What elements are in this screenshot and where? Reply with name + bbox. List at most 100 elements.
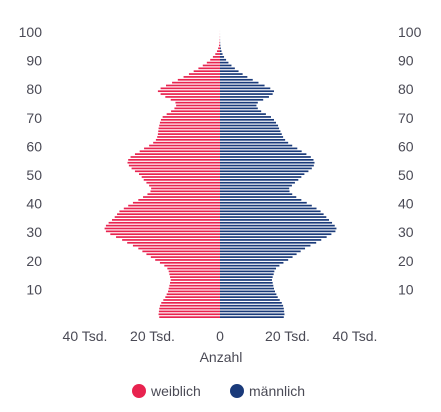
bar-weiblich-age-78[interactable] <box>160 93 220 95</box>
bar-weiblich-age-74[interactable] <box>176 104 221 107</box>
bar-weiblich-age-54[interactable] <box>127 161 220 164</box>
bar-weiblich-age-35[interactable] <box>114 216 220 218</box>
bar-weiblich-age-39[interactable] <box>128 204 220 207</box>
bar-weiblich-age-27[interactable] <box>122 239 221 241</box>
bar-maennlich-age-37[interactable] <box>220 210 321 213</box>
bar-maennlich-age-26[interactable] <box>220 241 317 244</box>
bar-weiblich-age-34[interactable] <box>112 219 220 221</box>
bar-maennlich-age-35[interactable] <box>220 216 327 218</box>
bar-maennlich-age-27[interactable] <box>220 239 322 241</box>
bar-maennlich-age-43[interactable] <box>220 193 293 196</box>
bar-weiblich-age-96[interactable] <box>219 41 220 44</box>
bar-weiblich-age-42[interactable] <box>143 196 220 198</box>
bar-maennlich-age-45[interactable] <box>220 187 290 190</box>
bar-maennlich-age-78[interactable] <box>220 93 273 95</box>
bar-maennlich-age-4[interactable] <box>220 304 284 307</box>
bar-maennlich-age-39[interactable] <box>220 204 312 207</box>
bar-maennlich-age-9[interactable] <box>220 290 276 293</box>
bar-weiblich-age-7[interactable] <box>165 296 220 298</box>
bar-weiblich-age-21[interactable] <box>150 256 220 258</box>
bar-maennlich-age-76[interactable] <box>220 98 264 101</box>
bar-maennlich-age-28[interactable] <box>220 236 327 238</box>
bar-maennlich-age-73[interactable] <box>220 107 258 110</box>
bar-weiblich-age-24[interactable] <box>138 247 220 250</box>
bar-maennlich-age-42[interactable] <box>220 196 297 198</box>
bar-weiblich-age-4[interactable] <box>159 304 221 307</box>
bar-maennlich-age-25[interactable] <box>220 244 311 247</box>
bar-weiblich-age-75[interactable] <box>175 101 220 104</box>
bar-weiblich-age-47[interactable] <box>146 181 221 184</box>
bar-maennlich-age-47[interactable] <box>220 181 295 184</box>
bar-maennlich-age-56[interactable] <box>220 156 311 158</box>
bar-weiblich-age-84[interactable] <box>183 76 220 78</box>
bar-weiblich-age-2[interactable] <box>158 310 220 313</box>
bar-maennlich-age-87[interactable] <box>220 67 235 70</box>
bar-maennlich-age-49[interactable] <box>220 176 302 178</box>
bar-maennlich-age-13[interactable] <box>220 279 272 281</box>
bar-weiblich-age-73[interactable] <box>174 107 220 110</box>
bar-weiblich-age-48[interactable] <box>143 179 220 181</box>
bar-weiblich-age-95[interactable] <box>218 44 220 47</box>
bar-weiblich-age-65[interactable] <box>158 130 220 133</box>
bar-maennlich-age-8[interactable] <box>220 293 277 296</box>
bar-weiblich-age-40[interactable] <box>132 201 221 204</box>
bar-weiblich-age-94[interactable] <box>218 47 220 50</box>
bar-weiblich-age-69[interactable] <box>160 118 220 121</box>
bar-weiblich-age-93[interactable] <box>216 50 220 53</box>
bar-weiblich-age-90[interactable] <box>210 58 220 61</box>
bar-weiblich-age-12[interactable] <box>170 281 220 284</box>
bar-maennlich-age-74[interactable] <box>220 104 257 107</box>
bar-weiblich-age-76[interactable] <box>170 98 220 101</box>
bar-weiblich-age-20[interactable] <box>155 259 220 261</box>
bar-weiblich-age-70[interactable] <box>162 116 221 118</box>
bar-weiblich-age-82[interactable] <box>172 81 220 84</box>
bar-maennlich-age-18[interactable] <box>220 264 280 267</box>
bar-maennlich-age-31[interactable] <box>220 227 337 230</box>
bar-maennlich-age-91[interactable] <box>220 56 225 58</box>
bar-weiblich-age-87[interactable] <box>198 67 220 70</box>
bar-maennlich-age-32[interactable] <box>220 224 335 227</box>
bar-maennlich-age-41[interactable] <box>220 199 302 201</box>
bar-weiblich-age-28[interactable] <box>116 236 220 238</box>
bar-maennlich-age-46[interactable] <box>220 184 292 187</box>
bar-maennlich-age-82[interactable] <box>220 81 259 84</box>
bar-weiblich-age-52[interactable] <box>131 167 220 170</box>
bar-weiblich-age-11[interactable] <box>169 284 221 287</box>
bar-maennlich-age-70[interactable] <box>220 116 271 118</box>
bar-maennlich-age-15[interactable] <box>220 273 274 276</box>
bar-maennlich-age-88[interactable] <box>220 64 232 67</box>
bar-maennlich-age-69[interactable] <box>220 118 274 121</box>
bar-weiblich-age-38[interactable] <box>123 207 220 210</box>
bar-maennlich-age-90[interactable] <box>220 58 227 61</box>
bar-maennlich-age-85[interactable] <box>220 73 243 75</box>
bar-maennlich-age-40[interactable] <box>220 201 307 204</box>
bar-weiblich-age-31[interactable] <box>104 227 220 230</box>
bar-maennlich-age-5[interactable] <box>220 302 282 304</box>
bar-maennlich-age-71[interactable] <box>220 113 266 115</box>
bar-maennlich-age-24[interactable] <box>220 247 306 250</box>
bar-weiblich-age-26[interactable] <box>127 241 220 244</box>
bar-maennlich-age-93[interactable] <box>220 50 222 53</box>
bar-maennlich-age-64[interactable] <box>220 133 282 135</box>
bar-maennlich-age-1[interactable] <box>220 313 285 316</box>
bar-maennlich-age-21[interactable] <box>220 256 293 258</box>
bar-weiblich-age-66[interactable] <box>158 127 220 130</box>
bar-weiblich-age-1[interactable] <box>158 313 220 316</box>
bar-weiblich-age-80[interactable] <box>160 87 220 90</box>
bar-maennlich-age-66[interactable] <box>220 127 280 130</box>
bar-weiblich-age-22[interactable] <box>146 253 221 256</box>
bar-weiblich-age-50[interactable] <box>139 173 220 175</box>
bar-weiblich-age-53[interactable] <box>128 164 221 167</box>
bar-maennlich-age-0[interactable] <box>220 316 284 318</box>
bar-maennlich-age-34[interactable] <box>220 219 330 221</box>
bar-weiblich-age-41[interactable] <box>138 199 220 201</box>
bar-maennlich-age-23[interactable] <box>220 250 301 253</box>
bar-maennlich-age-65[interactable] <box>220 130 281 133</box>
bar-weiblich-age-8[interactable] <box>166 293 221 296</box>
bar-maennlich-age-92[interactable] <box>220 53 223 55</box>
bar-weiblich-age-68[interactable] <box>159 121 221 124</box>
bar-weiblich-age-0[interactable] <box>159 316 220 318</box>
legend-item-weiblich[interactable]: weiblich <box>132 383 201 399</box>
bar-weiblich-age-83[interactable] <box>177 78 220 81</box>
bar-maennlich-age-14[interactable] <box>220 276 273 278</box>
